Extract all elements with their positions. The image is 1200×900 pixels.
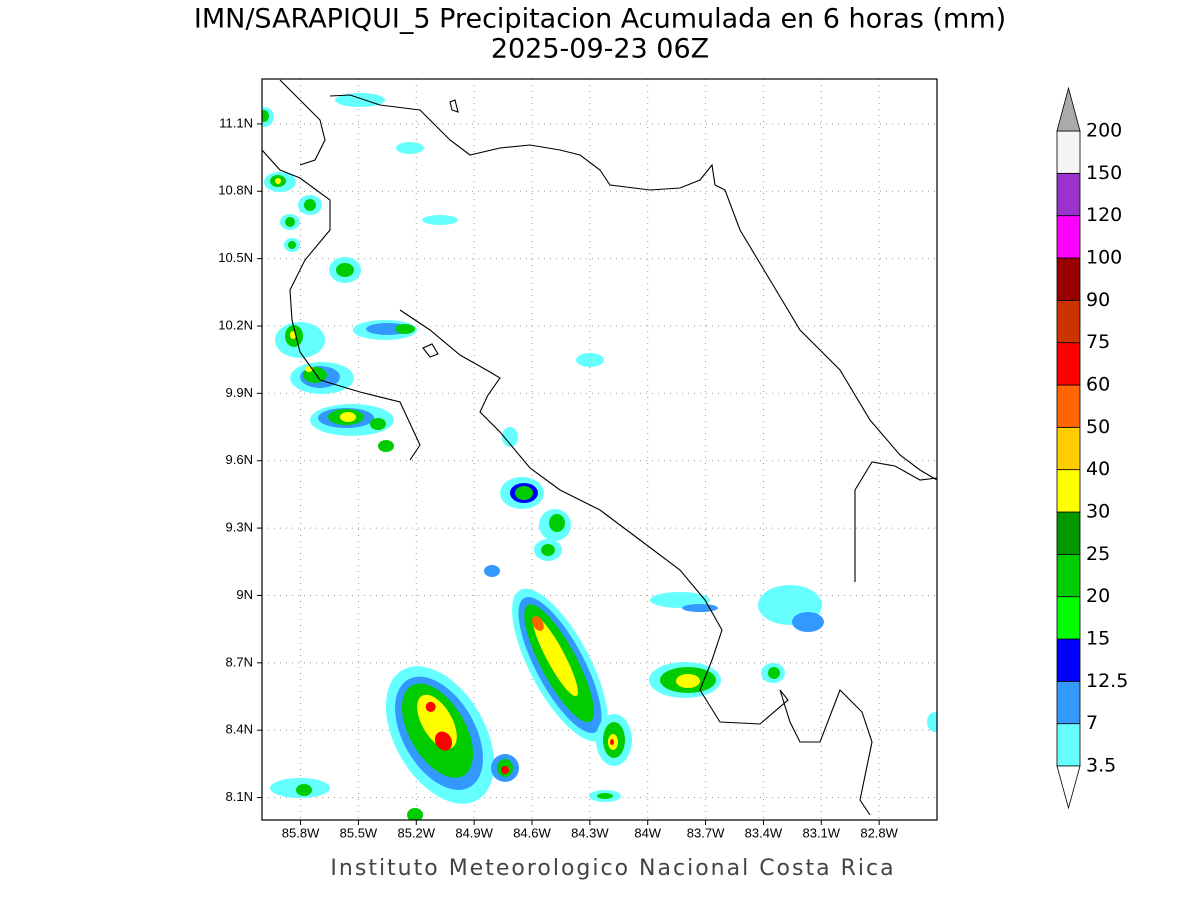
coastline: [279, 79, 326, 166]
colorbar-box: [1056, 299, 1081, 344]
border: [854, 461, 937, 582]
x-tick-label: 84.9W: [455, 825, 493, 840]
colorbar-label: 75: [1086, 331, 1110, 353]
colorbar-label: 3.5: [1086, 755, 1116, 777]
colorbar-label: 30: [1086, 501, 1110, 523]
rain-cell: [491, 754, 519, 782]
colorbar-box: [1056, 638, 1081, 682]
y-tick-label: 9.9N: [226, 385, 253, 400]
colorbar-label: 50: [1086, 416, 1110, 438]
colorbar-label: 90: [1086, 289, 1110, 311]
rain-cell: [385, 666, 495, 804]
colorbar-box: [1056, 130, 1081, 174]
colorbar-under: [1056, 765, 1081, 810]
x-tick-label: 83.7W: [687, 825, 725, 840]
x-tick-label: 83.4W: [745, 825, 783, 840]
x-tick-label: 85.5W: [340, 825, 378, 840]
colorbar-box: [1056, 723, 1081, 767]
colorbar-label: 100: [1086, 247, 1122, 269]
colorbar: 3.5 7 12.5 15 20 25 30 40 50 60 75 90 100 120 150 200: [1056, 86, 1128, 810]
title: IMN/SARAPIQUI_5 Precipitacion Acumulada …: [194, 4, 1006, 35]
rain-cell: [264, 172, 322, 252]
colorbar-box: [1056, 553, 1081, 598]
map-frame: [261, 78, 938, 821]
colorbar-over: [1056, 86, 1081, 132]
colorbar-label: 120: [1086, 204, 1122, 226]
y-tick-label: 8.1N: [226, 789, 253, 804]
y-tick-label: 10.8N: [218, 183, 253, 198]
rain-cell: [512, 588, 608, 742]
y-tick-label: 10.2N: [218, 317, 253, 332]
rain-cell: [353, 320, 417, 340]
rain-cell: [596, 714, 632, 766]
colorbar-label: 12.5: [1086, 670, 1128, 692]
colorbar-box: [1056, 172, 1081, 217]
subtitle: 2025-09-23 06Z: [491, 34, 709, 65]
x-tick-label: 85.8W: [282, 825, 320, 840]
coastline: [399, 309, 873, 816]
rain-cell: [484, 427, 571, 577]
colorbar-label: 150: [1086, 162, 1122, 184]
x-tick-label: 82.8W: [860, 825, 898, 840]
x-tick-label: 84.3W: [571, 825, 609, 840]
coastline: [329, 94, 937, 481]
coastline: [262, 149, 421, 461]
footer: Instituto Meteorologico Nacional Costa R…: [330, 856, 895, 881]
y-tick-label: 9.3N: [226, 520, 253, 535]
colorbar-label: 25: [1086, 543, 1110, 565]
colorbar-box: [1056, 680, 1081, 725]
colorbar-box: [1056, 342, 1081, 386]
colorbar-box: [1056, 596, 1081, 640]
rain-cell: [649, 662, 721, 698]
colorbar-box: [1056, 469, 1081, 513]
colorbar-label: 7: [1086, 712, 1098, 734]
rain-cell: [758, 585, 937, 732]
coastlines: [262, 79, 937, 816]
colorbar-label: 15: [1086, 628, 1110, 650]
rain-cell: [310, 404, 394, 452]
x-tick-label: 85.2W: [397, 825, 435, 840]
precip-field: [262, 93, 937, 820]
island: [449, 99, 459, 113]
y-tick-label: 10.5N: [218, 250, 253, 265]
colorbar-box: [1056, 426, 1081, 471]
rain-cell: [329, 257, 361, 283]
rain-cell: [262, 93, 604, 367]
colorbar-label: 40: [1086, 458, 1110, 480]
colorbar-label: 200: [1086, 120, 1122, 142]
colorbar-label: 60: [1086, 374, 1110, 396]
x-tick-label: 83.1W: [802, 825, 840, 840]
x-tick-label: 84W: [634, 825, 661, 840]
colorbar-box: [1056, 257, 1081, 301]
x-tick-label: 84.6W: [513, 825, 551, 840]
rain-cell: [290, 362, 354, 394]
y-tick-label: 8.4N: [226, 722, 253, 737]
y-tick-label: 8.7N: [226, 654, 253, 669]
colorbar-box: [1056, 215, 1081, 259]
rain-cell: [275, 322, 325, 358]
island: [422, 343, 439, 358]
y-tick-label: 11.1N: [219, 115, 253, 130]
y-tick-label: 9.6N: [226, 452, 253, 467]
colorbar-box: [1056, 384, 1081, 428]
y-tick-label: 9N: [236, 587, 253, 602]
rain-cell: [270, 592, 718, 820]
colorbar-box: [1056, 511, 1081, 555]
colorbar-label: 20: [1086, 585, 1110, 607]
